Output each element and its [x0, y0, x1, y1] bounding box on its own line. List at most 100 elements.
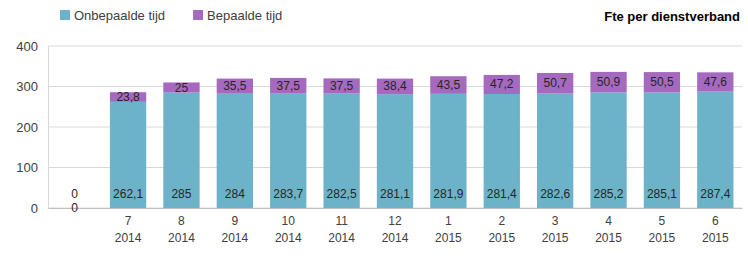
bar-segment — [697, 72, 733, 91]
y-tick-label: 0 — [31, 201, 38, 216]
bar-segment — [217, 79, 253, 93]
y-axis-line — [48, 47, 49, 209]
x-tick-label-line: 2014 — [168, 231, 195, 245]
x-tick-label: 11 2014 — [328, 214, 355, 245]
bar-segment — [644, 72, 680, 92]
x-tick-label: 12 2014 — [382, 214, 409, 245]
x-tick-label: 72014 — [115, 214, 142, 245]
data-label: 281,4 — [487, 187, 517, 201]
x-tick: 6 2015 — [702, 208, 729, 245]
x-tick-label-line: 2014 — [382, 231, 409, 245]
data-label: 281,1 — [380, 187, 410, 201]
bars — [110, 72, 734, 208]
x-tick-label-line: 1 — [445, 214, 452, 228]
x-tick-label-line: 2015 — [435, 231, 462, 245]
x-tick: 52015 — [649, 208, 676, 245]
x-tick: 12 2014 — [382, 208, 409, 245]
bar-segment — [697, 92, 733, 208]
x-tick-label-line: 6 — [712, 214, 719, 228]
x-tick-label-line: 2014 — [221, 231, 248, 245]
data-label: 35,5 — [223, 79, 247, 93]
x-tick-label-line: 2015 — [702, 231, 729, 245]
legend-swatch — [60, 10, 70, 20]
x-tick-label: 52015 — [649, 214, 676, 245]
x-tick-label-line: 11 — [335, 214, 348, 228]
x-tick: 9 2014 — [221, 208, 248, 245]
x-tick-label-line: 9 — [232, 214, 239, 228]
data-label: 282,6 — [540, 187, 570, 201]
bar-segment — [590, 92, 626, 208]
x-tick-label-line: 4 — [605, 214, 612, 228]
data-label: 37,5 — [330, 79, 354, 93]
data-label: 23,8 — [116, 90, 140, 104]
data-label: 285,1 — [647, 187, 677, 201]
y-tick-label: 400 — [16, 39, 38, 54]
data-labels: 0262,1285284283,7282,5281,1281,9281,4282… — [71, 75, 730, 215]
data-label: 43,5 — [437, 78, 461, 92]
bar-segment — [430, 76, 466, 94]
data-label: 47,2 — [490, 77, 514, 91]
x-tick-label-line: 10 — [282, 214, 296, 228]
x-tick-label-line: 2015 — [542, 231, 569, 245]
x-tick: 8 2014 — [168, 208, 195, 245]
bar-segment — [644, 93, 680, 208]
x-axis: 7201482014920141020141120141220141201522… — [49, 208, 743, 245]
data-label: 0 — [71, 187, 78, 201]
data-label: 50,5 — [650, 75, 674, 89]
bar-segment — [430, 94, 466, 208]
series-bars — [110, 92, 734, 208]
x-axis-line — [49, 208, 743, 209]
x-tick-label-line: 12 — [388, 214, 402, 228]
y-tick: 0 — [31, 201, 48, 216]
bar-segment — [110, 102, 146, 208]
x-tick-label-line: 2014 — [328, 231, 355, 245]
y-tick: 300 — [16, 79, 48, 94]
bar-segment — [270, 93, 306, 208]
x-tick-label-line: 8 — [178, 214, 185, 228]
x-tick-label-line: 2015 — [595, 231, 622, 245]
legend-label: Bepaalde tijd — [207, 8, 282, 23]
data-label: 0 — [71, 201, 78, 215]
grid-line — [48, 46, 742, 47]
x-tick: 11 2014 — [328, 208, 355, 245]
data-label: 38,4 — [383, 79, 407, 93]
legend: Onbepaalde tijd Bepaalde tijd — [60, 8, 282, 23]
bar-segment — [323, 94, 359, 208]
x-tick-label: 1 2015 — [435, 214, 462, 245]
y-tick: 100 — [16, 160, 48, 175]
x-tick-label: 9 2014 — [221, 214, 248, 245]
x-tick-label-line: 5 — [659, 214, 666, 228]
x-tick-label: 32015 — [542, 214, 569, 245]
y-tick-label: 100 — [16, 160, 38, 175]
bar-segment — [537, 94, 573, 208]
y-tick: 400 — [16, 39, 48, 54]
data-label: 50,9 — [597, 75, 621, 89]
x-tick-label: 22015 — [488, 214, 515, 245]
x-tick-label: 4 2015 — [595, 214, 622, 245]
legend-label: Onbepaalde tijd — [74, 8, 165, 23]
data-label: 287,4 — [700, 187, 730, 201]
bar-segment — [323, 78, 359, 93]
x-tick-label: 102014 — [275, 214, 302, 245]
chart: 0100200300400720148201492014102014112014… — [0, 0, 748, 263]
bar-segment — [590, 72, 626, 93]
data-label: 284 — [225, 187, 245, 201]
bar-segment — [537, 73, 573, 94]
data-label: 283,7 — [273, 187, 303, 201]
y-tick-label: 300 — [16, 79, 38, 94]
x-tick-label-line: 2015 — [488, 231, 515, 245]
x-tick-label-line: 2014 — [115, 231, 142, 245]
data-label: 50,7 — [543, 76, 567, 90]
data-label: 47,6 — [704, 75, 728, 89]
legend-swatch — [193, 10, 203, 20]
x-tick: 1 2015 — [435, 208, 462, 245]
data-label: 282,5 — [327, 187, 357, 201]
bar-segment — [270, 78, 306, 93]
series-bars — [110, 72, 734, 102]
bar-segment — [377, 79, 413, 95]
title: Fte per dienstverband — [604, 9, 740, 24]
x-tick-label: 8 2014 — [168, 214, 195, 245]
y-tick: 200 — [16, 120, 48, 135]
data-label: 285,2 — [594, 187, 624, 201]
data-label: 285 — [171, 187, 191, 201]
